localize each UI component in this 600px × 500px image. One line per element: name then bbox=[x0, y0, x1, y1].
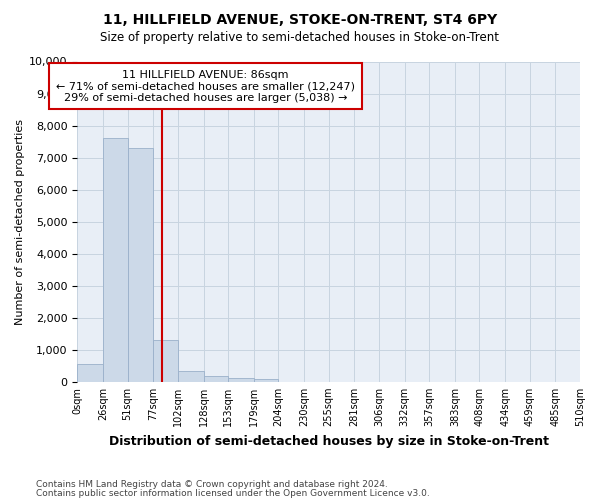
Text: Contains public sector information licensed under the Open Government Licence v3: Contains public sector information licen… bbox=[36, 489, 430, 498]
Bar bbox=[77, 364, 103, 382]
Bar bbox=[178, 370, 203, 382]
Text: Contains HM Land Registry data © Crown copyright and database right 2024.: Contains HM Land Registry data © Crown c… bbox=[36, 480, 388, 489]
Text: 11 HILLFIELD AVENUE: 86sqm
← 71% of semi-detached houses are smaller (12,247)
29: 11 HILLFIELD AVENUE: 86sqm ← 71% of semi… bbox=[56, 70, 355, 102]
Text: Size of property relative to semi-detached houses in Stoke-on-Trent: Size of property relative to semi-detach… bbox=[101, 31, 499, 44]
Bar bbox=[203, 376, 228, 382]
Bar bbox=[228, 378, 254, 382]
X-axis label: Distribution of semi-detached houses by size in Stoke-on-Trent: Distribution of semi-detached houses by … bbox=[109, 434, 548, 448]
Bar bbox=[128, 148, 153, 382]
Text: 11, HILLFIELD AVENUE, STOKE-ON-TRENT, ST4 6PY: 11, HILLFIELD AVENUE, STOKE-ON-TRENT, ST… bbox=[103, 12, 497, 26]
Bar bbox=[103, 138, 128, 382]
Bar bbox=[254, 380, 278, 382]
Bar bbox=[153, 340, 178, 382]
Y-axis label: Number of semi-detached properties: Number of semi-detached properties bbox=[15, 118, 25, 324]
